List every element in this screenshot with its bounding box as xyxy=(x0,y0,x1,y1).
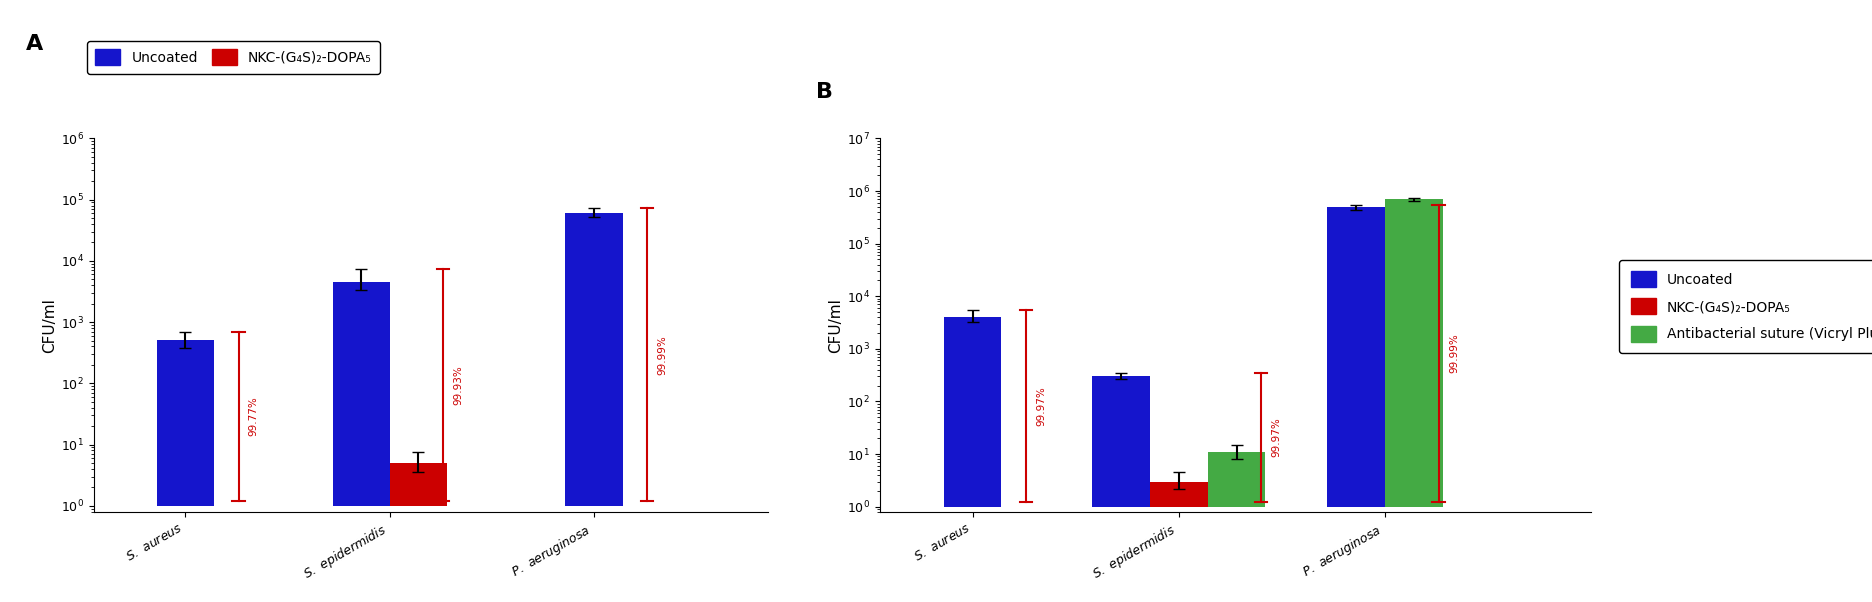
Bar xyxy=(1207,452,1265,507)
Text: B: B xyxy=(816,82,833,102)
Bar xyxy=(565,213,623,506)
Bar xyxy=(157,341,213,506)
Text: 99.97%: 99.97% xyxy=(1271,418,1282,458)
Bar xyxy=(333,282,389,506)
Bar xyxy=(1327,207,1385,507)
Bar xyxy=(943,317,1002,507)
Bar xyxy=(1385,199,1443,507)
Text: 99.99%: 99.99% xyxy=(657,335,666,374)
Text: 99.97%: 99.97% xyxy=(1037,386,1046,426)
Y-axis label: CFU/ml: CFU/ml xyxy=(827,297,842,353)
Text: 99.93%: 99.93% xyxy=(453,365,462,405)
Bar xyxy=(1091,376,1149,507)
Text: 99.77%: 99.77% xyxy=(249,396,258,436)
Y-axis label: CFU/ml: CFU/ml xyxy=(41,297,56,353)
Legend: Uncoated, NKC-(G₄S)₂-DOPA₅: Uncoated, NKC-(G₄S)₂-DOPA₅ xyxy=(88,41,380,73)
Bar xyxy=(389,463,447,506)
Text: A: A xyxy=(26,34,43,54)
Bar xyxy=(1149,482,1207,507)
Legend: Uncoated, NKC-(G₄S)₂-DOPA₅, Antibacterial suture (Vicryl Plus): Uncoated, NKC-(G₄S)₂-DOPA₅, Antibacteria… xyxy=(1619,260,1872,353)
Text: 99.99%: 99.99% xyxy=(1449,334,1458,373)
